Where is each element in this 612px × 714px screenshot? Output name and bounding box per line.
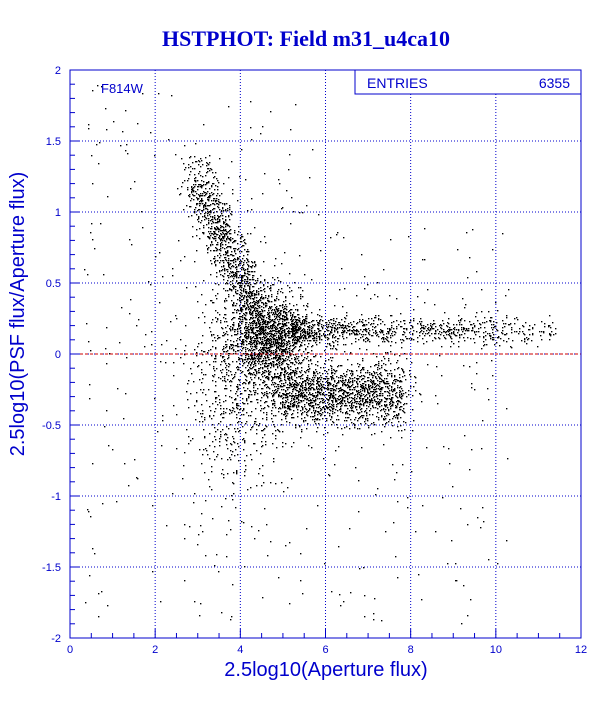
y-tick-label: 0.5 bbox=[46, 278, 61, 290]
y-tick-label: 0 bbox=[55, 349, 61, 361]
x-tick-label: 6 bbox=[322, 644, 328, 656]
y-tick-label: -1.5 bbox=[42, 562, 61, 574]
x-axis-label: 2.5log10(Aperture flux) bbox=[224, 659, 427, 681]
y-tick-label: -0.5 bbox=[42, 420, 61, 432]
stats-box-frame bbox=[354, 69, 582, 95]
y-tick-label: 2 bbox=[55, 65, 61, 77]
scatter-points bbox=[84, 85, 557, 625]
stats-entries-value: 6355 bbox=[539, 75, 570, 91]
y-tick-label: -1 bbox=[51, 491, 61, 503]
stats-entries-label: ENTRIES bbox=[367, 75, 428, 91]
filter-label: F814W bbox=[101, 81, 144, 96]
axis-ticks: 0 2 4 6 8 10 12 -2 -1.5 -1 -0.5 0 0.5 1 1.5 2 bbox=[42, 65, 587, 656]
y-axis-label: 2.5log10(PSF flux/Aperture flux) bbox=[7, 172, 29, 457]
y-tick-label: 1.5 bbox=[46, 136, 61, 148]
x-tick-label: 0 bbox=[67, 644, 73, 656]
y-tick-label: 1 bbox=[55, 207, 61, 219]
x-tick-label: 8 bbox=[408, 644, 414, 656]
x-tick-label: 4 bbox=[237, 644, 243, 656]
stats-box: ENTRIES 6355 bbox=[354, 69, 582, 95]
chart-title: HSTPHOT: Field m31_u4ca10 bbox=[162, 26, 450, 51]
x-tick-label: 12 bbox=[575, 644, 587, 656]
data-points bbox=[84, 85, 557, 625]
x-tick-label: 10 bbox=[490, 644, 502, 656]
y-tick-label: -2 bbox=[51, 633, 61, 645]
x-tick-label: 2 bbox=[152, 644, 158, 656]
